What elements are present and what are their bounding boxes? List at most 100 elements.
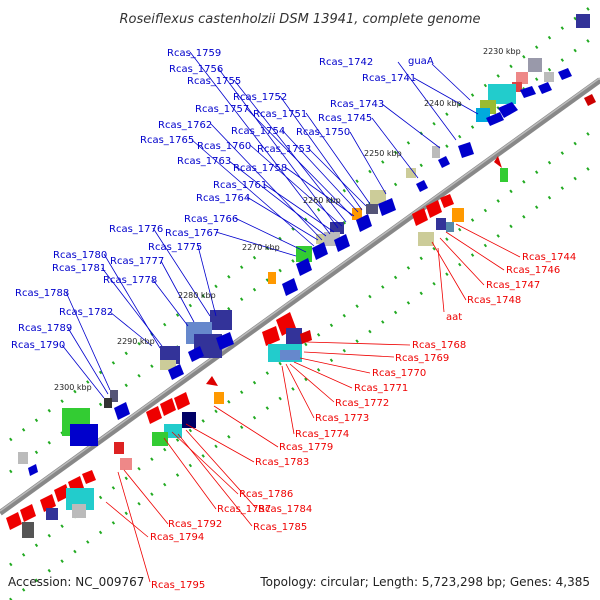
leader-line <box>413 77 479 115</box>
gene-arrow <box>216 332 234 350</box>
map-title: Roseiflexus castenholzii DSM 13941, comp… <box>120 12 481 27</box>
gene-label: Rcas_1756 <box>169 64 223 75</box>
leader-line <box>246 196 319 241</box>
gene-label: Rcas_1773 <box>315 413 369 424</box>
leader-line <box>61 344 105 399</box>
gene-label: Rcas_1776 <box>109 224 163 235</box>
forward-gene-labels: Rcas_1759 Rcas_1756 Rcas_1755 Rcas_1752 … <box>11 48 434 351</box>
kbp-label: 2240 kbp <box>424 99 462 108</box>
gene-arrow <box>282 278 298 296</box>
leader-line <box>197 245 217 317</box>
leader-line <box>431 63 471 101</box>
reverse-gene-labels: Rcas_1744 Rcas_1746 Rcas_1747 Rcas_1748 … <box>150 252 576 591</box>
gene-arrow <box>168 364 184 380</box>
gene-arrow <box>412 208 428 226</box>
gene-label: Rcas_1764 <box>196 193 250 204</box>
leader-line <box>213 405 279 448</box>
leader-line <box>279 95 363 211</box>
leader-line <box>305 341 411 346</box>
gene-label: Rcas_1758 <box>233 163 287 174</box>
leader-line <box>152 279 189 327</box>
gene-rect <box>164 424 182 438</box>
gene-rect <box>406 168 416 178</box>
gene-rect <box>152 432 168 446</box>
leader-line <box>65 291 111 391</box>
gene-label: Rcas_1779 <box>279 442 333 453</box>
gene-rect <box>432 146 440 158</box>
gene-label: Rcas_1784 <box>258 504 312 515</box>
gene-label: Rcas_1748 <box>467 295 521 306</box>
leader-line <box>349 131 387 195</box>
kbp-label: 2260 kbp <box>303 196 341 205</box>
kbp-label: 2230 kbp <box>483 47 521 56</box>
gene-label: Rcas_1792 <box>168 519 222 530</box>
leader-line <box>101 267 163 347</box>
gene-label: Rcas_1759 <box>167 48 221 59</box>
gene-label: Rcas_1785 <box>253 522 307 533</box>
gene-arrow <box>312 242 328 260</box>
gene-rect <box>500 168 508 182</box>
gene-arrow <box>300 330 312 344</box>
leader-line <box>249 144 343 227</box>
leader-line <box>103 253 161 349</box>
gene-label: Rcas_1782 <box>59 307 113 318</box>
gene-rect <box>114 442 124 454</box>
gene-arrow <box>6 512 22 530</box>
gene-label: Rcas_1746 <box>506 265 560 276</box>
gene-label: Rcas_1741 <box>362 73 416 84</box>
gene-label: Rcas_1780 <box>53 250 107 261</box>
gene-arrow <box>334 234 350 252</box>
gene-arrow <box>538 82 552 94</box>
leader-line <box>215 231 297 257</box>
gene-rect <box>286 328 302 346</box>
leader-line <box>177 433 253 527</box>
forward-leader-lines <box>61 51 479 399</box>
leader-line <box>123 469 169 525</box>
leader-line <box>189 51 331 235</box>
leader-line <box>217 67 339 229</box>
kbp-label: 2270 kbp <box>242 243 280 252</box>
kbp-label: 2300 kbp <box>54 383 92 392</box>
gene-rect <box>120 458 132 470</box>
gene-arrow <box>160 398 176 416</box>
leader-line <box>293 361 353 389</box>
leader-line <box>431 241 467 301</box>
leader-line <box>305 112 371 205</box>
gene-label: Rcas_1766 <box>184 214 238 225</box>
gene-rect <box>104 398 112 408</box>
genome-backbone <box>0 77 600 516</box>
gene-arrow <box>498 102 518 118</box>
gene-label: Rcas_1789 <box>18 323 72 334</box>
gene-rect <box>446 222 454 232</box>
leader-line <box>171 431 239 495</box>
gene-rect <box>370 190 386 204</box>
gene-label: Rcas_1767 <box>165 228 219 239</box>
gene-label: Rcas_1774 <box>295 429 349 440</box>
gene-label: Rcas_1760 <box>197 141 251 152</box>
gene-label: Rcas_1757 <box>195 104 249 115</box>
gene-label: Rcas_1752 <box>233 92 287 103</box>
leader-line <box>381 103 441 149</box>
gene-rect <box>512 82 522 92</box>
leader-line <box>163 437 217 510</box>
gene-label: Rcas_1763 <box>177 156 231 167</box>
reverse-leader-lines <box>105 223 521 583</box>
gene-label: Rcas_1770 <box>372 368 426 379</box>
gene-label: Rcas_1781 <box>52 263 106 274</box>
gene-arrow <box>262 326 280 346</box>
gene-label: Rcas_1754 <box>231 126 285 137</box>
gene-label: Rcas_1747 <box>486 280 540 291</box>
gene-arrow <box>494 156 502 168</box>
leader-line <box>210 123 323 241</box>
gene-label: Rcas_1788 <box>15 288 69 299</box>
leader-line <box>185 429 257 509</box>
gene-label: Rcas_1751 <box>253 109 307 120</box>
gene-rect <box>352 208 362 220</box>
kbp-label: 2290 kbp <box>117 337 155 346</box>
gene-label: Rcas_1769 <box>395 353 449 364</box>
genome-info-text: Topology: circular; Length: 5,723,298 bp… <box>259 575 590 589</box>
gene-rect <box>18 452 28 464</box>
gene-label: guaA <box>408 56 434 67</box>
gene-rect <box>46 508 58 520</box>
gene-arrow <box>296 258 312 276</box>
